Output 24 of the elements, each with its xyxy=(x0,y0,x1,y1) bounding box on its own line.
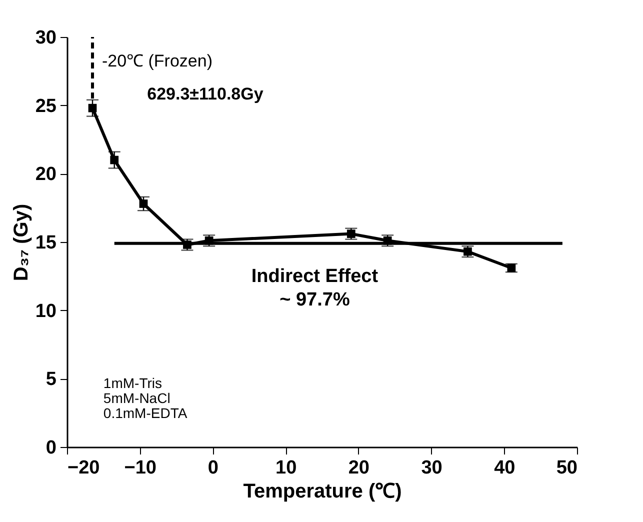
annotation: Indirect Effect xyxy=(251,266,379,288)
y-tick-label: 30 xyxy=(35,28,56,48)
y-tick-label: 20 xyxy=(35,164,56,186)
x-tick-label: −10 xyxy=(124,458,156,478)
y-tick-label: 5 xyxy=(46,369,57,390)
annotation: 1mM-Tris xyxy=(103,375,162,392)
x-tick-label: 20 xyxy=(348,458,370,478)
y-tick-label: 10 xyxy=(35,300,56,322)
annotation: 629.3±110.8Gy xyxy=(147,84,264,104)
x-tick-label: 40 xyxy=(494,458,516,478)
annotation: ~ 97.7% xyxy=(280,289,350,310)
annotation: 0.1mM-EDTA xyxy=(103,405,188,422)
y-tick-label: 25 xyxy=(35,96,57,117)
annotation: -20℃ (Frozen) xyxy=(102,52,213,71)
x-tick-label: 0 xyxy=(208,458,219,478)
x-axis-title: Temperature (℃) xyxy=(243,480,402,502)
y-axis-title: D₃₇ (Gy) xyxy=(10,204,32,282)
x-tick-label: 50 xyxy=(556,458,578,478)
x-tick-label: 10 xyxy=(276,458,297,478)
x-tick-label: 30 xyxy=(421,458,442,478)
y-tick-label: 0 xyxy=(46,438,56,458)
x-tick-label: −20 xyxy=(68,458,100,478)
annotation: 5mM-NaCl xyxy=(103,390,170,406)
y-tick-label: 15 xyxy=(35,232,57,254)
